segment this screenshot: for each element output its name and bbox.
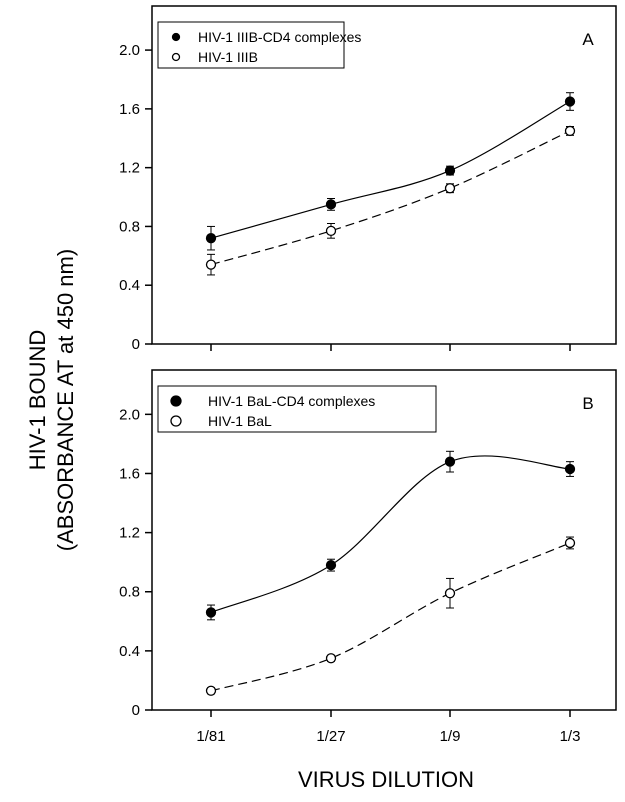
series-line [210,455,571,613]
data-point [325,225,337,236]
chart-panel-b: 0 0.4 0.8 1.2 1.6 2.0 1/81 1/27 1/9 1/3 B HIV-1 BaL… [119,369,617,745]
series-line [210,542,571,692]
x-tick-label: 1/9 [440,728,461,745]
panel-label: A [582,30,594,49]
legend-marker [170,395,182,407]
y-tick-label: 0 [132,336,140,353]
legend-marker [171,32,181,42]
data-point [444,183,456,194]
y-tick-label: 0 [132,702,140,719]
legend-box [157,21,345,69]
data-point [325,559,337,571]
data-point [564,537,576,549]
y-tick-label: 2.0 [119,42,140,59]
data-point [564,463,576,475]
y-axis-title-line2: (ABSORBANCE AT at 450 nm) [53,249,78,551]
y-tick-label: 0.8 [119,218,140,235]
data-point [444,456,456,467]
legend-label: HIV-1 IIIB [198,49,258,65]
data-point [444,165,456,176]
y-axis-title-line1: HIV-1 BOUND [25,330,50,471]
data-point [325,653,337,664]
series-line [210,130,571,266]
data-point [564,96,576,107]
x-tick-label: 1/3 [560,728,581,745]
data-point [205,607,217,618]
legend-box [157,385,437,433]
data-point [205,259,217,270]
data-point [205,685,217,696]
x-axis-title: VIRUS DILUTION [298,767,474,792]
y-tick-label: 1.6 [119,101,140,118]
y-tick-label: 0.4 [119,643,140,660]
x-tick-label: 1/81 [196,728,225,745]
chart-panel-a: 0 0.4 0.8 1.2 1.6 2.0 A HIV-1 IIIB-CD4 complexe… [119,5,617,353]
y-tick-label: 2.0 [119,406,140,423]
legend-marker [170,415,182,427]
x-tick-label: 1/27 [316,728,345,745]
y-tick-label: 1.2 [119,160,140,177]
series-line [210,100,571,239]
panel-label: B [582,394,593,413]
legend-label: HIV-1 BaL [208,413,272,429]
data-point [444,588,456,599]
legend-label: HIV-1 BaL-CD4 complexes [208,393,375,409]
legend-label: HIV-1 IIIB-CD4 complexes [198,29,361,45]
y-tick-label: 0.8 [119,584,140,601]
y-tick-label: 1.2 [119,525,140,542]
legend-marker [171,52,181,62]
y-tick-label: 0.4 [119,277,140,294]
data-point [325,199,337,210]
data-point [205,233,217,244]
y-tick-label: 1.6 [119,465,140,482]
data-point [564,125,576,137]
plot-frame [151,369,617,711]
plot-frame [151,5,617,345]
